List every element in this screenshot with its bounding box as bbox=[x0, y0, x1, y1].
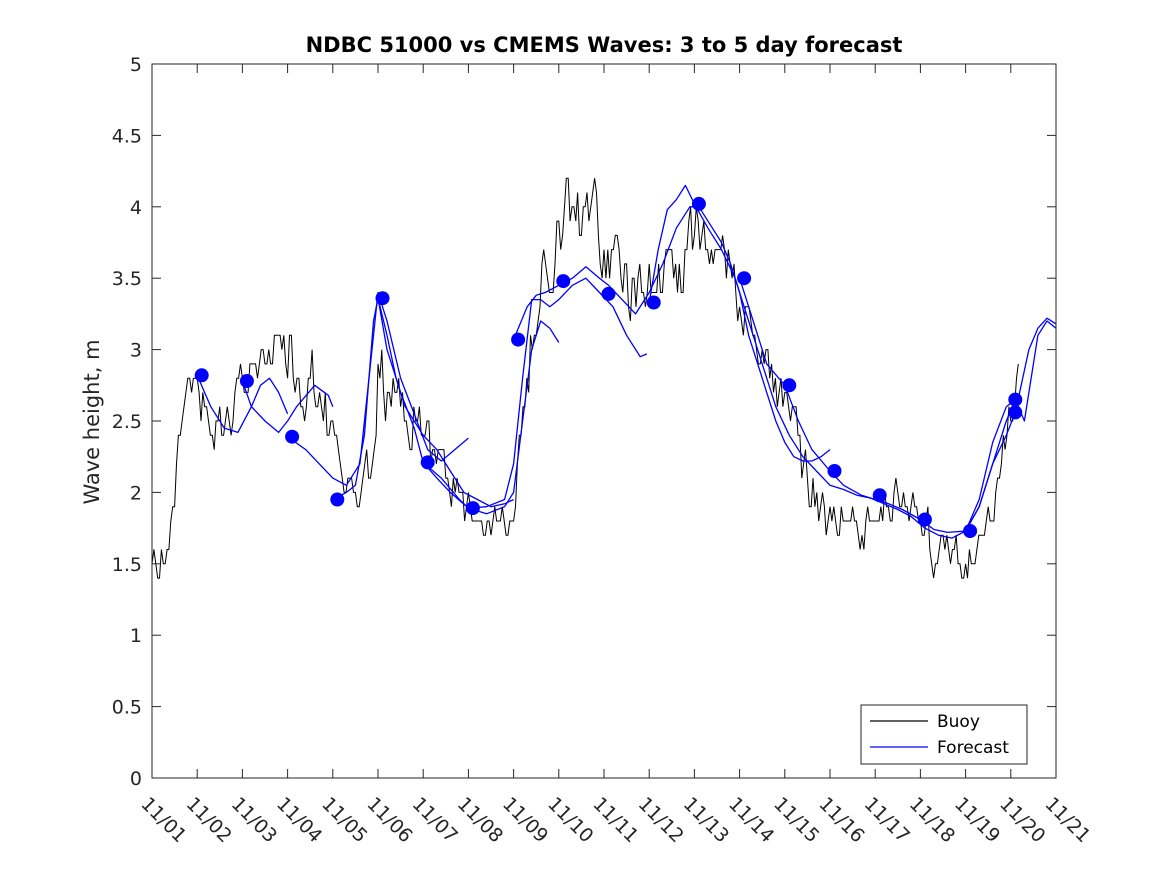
plot-frame bbox=[151, 63, 1057, 779]
y-axis-label: Wave height, m bbox=[80, 339, 104, 504]
y-tick-label: 2 bbox=[130, 482, 142, 504]
legend-buoy-label: Buoy bbox=[937, 712, 980, 732]
forecast-marker bbox=[375, 291, 390, 306]
forecast-series-line bbox=[332, 297, 514, 508]
y-tick-label: 0.5 bbox=[112, 697, 142, 719]
y-tick-label: 1.5 bbox=[112, 554, 142, 576]
legend-forecast-label: Forecast bbox=[937, 738, 1009, 758]
forecast-marker bbox=[601, 286, 616, 301]
forecast-marker bbox=[330, 492, 345, 507]
buoy-series-line bbox=[152, 177, 1019, 579]
y-tick-label: 1 bbox=[130, 625, 142, 647]
forecast-marker bbox=[917, 512, 932, 527]
forecast-marker bbox=[420, 455, 435, 470]
forecast-marker bbox=[827, 464, 842, 478]
y-axis-ticks: 0 0.5 1 1.5 2 2.5 3 3.5 4 4.5 5 bbox=[112, 54, 1056, 790]
forecast-marker bbox=[556, 274, 571, 289]
forecast-marker bbox=[1008, 392, 1023, 407]
forecast-marker bbox=[963, 524, 978, 538]
forecast-marker bbox=[1008, 405, 1023, 420]
forecast-marker bbox=[465, 501, 480, 516]
chart-title: NDBC 51000 vs CMEMS Waves: 3 to 5 day fo… bbox=[306, 33, 903, 57]
forecast-marker bbox=[782, 378, 797, 393]
forecast-marker bbox=[194, 368, 209, 383]
y-tick-label: 3 bbox=[130, 340, 142, 362]
y-tick-label: 4 bbox=[130, 197, 142, 219]
forecast-series-line bbox=[287, 291, 469, 486]
legend-box bbox=[860, 704, 1028, 765]
plot-area bbox=[152, 177, 1056, 579]
y-tick-label: 3.5 bbox=[112, 268, 142, 290]
y-tick-label: 0 bbox=[130, 768, 142, 790]
forecast-marker bbox=[285, 429, 300, 444]
legend: Buoy Forecast bbox=[860, 704, 1028, 765]
forecast-marker bbox=[872, 488, 887, 503]
forecast-marker bbox=[511, 332, 526, 347]
forecast-marker bbox=[737, 271, 752, 286]
forecast-series-line bbox=[241, 380, 334, 434]
forecast-marker bbox=[646, 295, 661, 310]
forecast-marker bbox=[239, 374, 254, 388]
y-tick-label: 2.5 bbox=[112, 411, 142, 433]
forecast-marker bbox=[691, 196, 706, 211]
y-tick-label: 5 bbox=[130, 54, 142, 76]
y-tick-label: 4.5 bbox=[112, 125, 142, 147]
